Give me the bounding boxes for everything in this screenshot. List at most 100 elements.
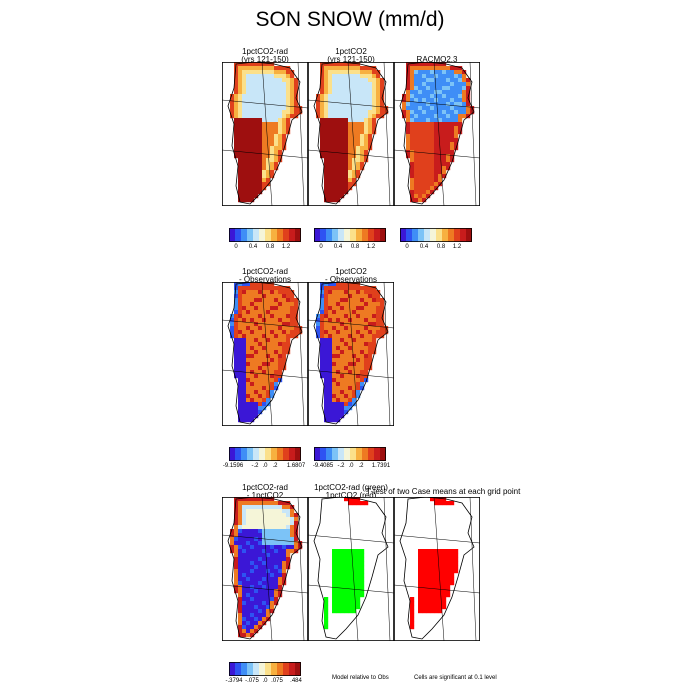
map-cell	[442, 162, 447, 167]
map-cell	[430, 106, 435, 111]
map-cell	[262, 146, 267, 151]
map-cell	[454, 142, 459, 147]
tick-label: 0	[319, 244, 323, 250]
map-cell	[320, 102, 325, 107]
map-cell	[438, 569, 443, 574]
map-cell	[332, 414, 337, 419]
map-cell	[286, 517, 291, 522]
panel-title-ttest: T-test of two Case means at each grid po…	[366, 488, 520, 496]
map-cell	[242, 593, 247, 598]
map-cell	[250, 418, 255, 423]
map-cell	[418, 585, 423, 590]
map-cell	[442, 130, 447, 135]
map-cell	[332, 390, 337, 395]
map-cell	[410, 62, 415, 67]
map-cell	[278, 366, 283, 371]
map-cell	[414, 178, 419, 183]
map-cell	[254, 629, 259, 634]
map-cell	[458, 94, 463, 99]
map-cell	[320, 322, 325, 327]
map-cell	[320, 358, 325, 363]
map-cell	[234, 138, 239, 143]
map-cell	[320, 346, 325, 351]
map-cell	[438, 66, 443, 71]
map-cell	[340, 78, 345, 83]
map-cell	[348, 66, 353, 71]
map-cell	[262, 378, 267, 383]
map-cell	[376, 298, 381, 303]
map-cell	[372, 326, 377, 331]
map-cell	[344, 150, 349, 155]
map-cell	[274, 142, 279, 147]
map-cell	[262, 573, 267, 578]
map-cell	[230, 529, 235, 534]
map-cell	[446, 122, 451, 127]
map-cell	[278, 529, 283, 534]
map-cell	[262, 126, 267, 131]
map-cell	[336, 62, 341, 67]
map-cell	[254, 158, 259, 163]
map-cell	[450, 134, 455, 139]
map-cell	[328, 314, 333, 319]
map-cell	[438, 138, 443, 143]
map-cell	[246, 390, 251, 395]
map-cell	[328, 186, 333, 191]
map-cell	[446, 565, 451, 570]
map-cell	[344, 290, 349, 295]
map-cell	[372, 82, 377, 87]
map-cell	[372, 66, 377, 71]
map-cell	[282, 553, 287, 558]
map-cell	[376, 82, 381, 87]
map-cell	[360, 166, 365, 171]
map-cell	[230, 326, 235, 331]
graticule-line	[394, 149, 480, 159]
map-cell	[294, 110, 299, 115]
map-cell	[270, 290, 275, 295]
map-cell	[246, 585, 251, 590]
map-cell	[282, 509, 287, 514]
map-cell	[282, 557, 287, 562]
map-cell	[352, 398, 357, 403]
map-cell	[340, 382, 345, 387]
map-cell	[294, 302, 299, 307]
map-cell	[332, 418, 337, 423]
map-cell	[376, 314, 381, 319]
map-cell	[372, 114, 377, 119]
map-cell	[340, 322, 345, 327]
map-cell	[360, 110, 365, 115]
map-cell	[290, 106, 295, 111]
colorbar-swatch	[277, 447, 284, 461]
tick-label: 1.7391	[371, 463, 391, 469]
map-cell	[270, 533, 275, 538]
map-cell	[352, 134, 357, 139]
map-cell	[254, 130, 259, 135]
map-cell	[278, 110, 283, 115]
map-cell	[286, 318, 291, 323]
map-cell	[242, 621, 247, 626]
map-cell	[426, 74, 431, 79]
map-cell	[360, 302, 365, 307]
map-cell	[242, 402, 247, 407]
map-cell	[352, 573, 357, 578]
map-cell	[324, 382, 329, 387]
map-cell	[380, 326, 385, 331]
map-cell	[430, 126, 435, 131]
tick-label: 0.8	[436, 244, 446, 250]
map-cell	[348, 382, 353, 387]
map-cell	[324, 334, 329, 339]
map-cell	[246, 605, 251, 610]
map-cell	[426, 90, 431, 95]
map-panel-rad-obs	[222, 282, 308, 426]
map-cell	[286, 86, 291, 91]
coastline	[227, 62, 303, 205]
map-cell	[278, 142, 283, 147]
map-cell	[324, 621, 329, 626]
map-cell	[320, 362, 325, 367]
map-cell	[246, 282, 251, 287]
map-cell	[242, 597, 247, 602]
map-cell	[320, 66, 325, 71]
map-cell	[282, 142, 287, 147]
map-cell	[458, 86, 463, 91]
map-cell	[352, 94, 357, 99]
map-cell	[246, 577, 251, 582]
